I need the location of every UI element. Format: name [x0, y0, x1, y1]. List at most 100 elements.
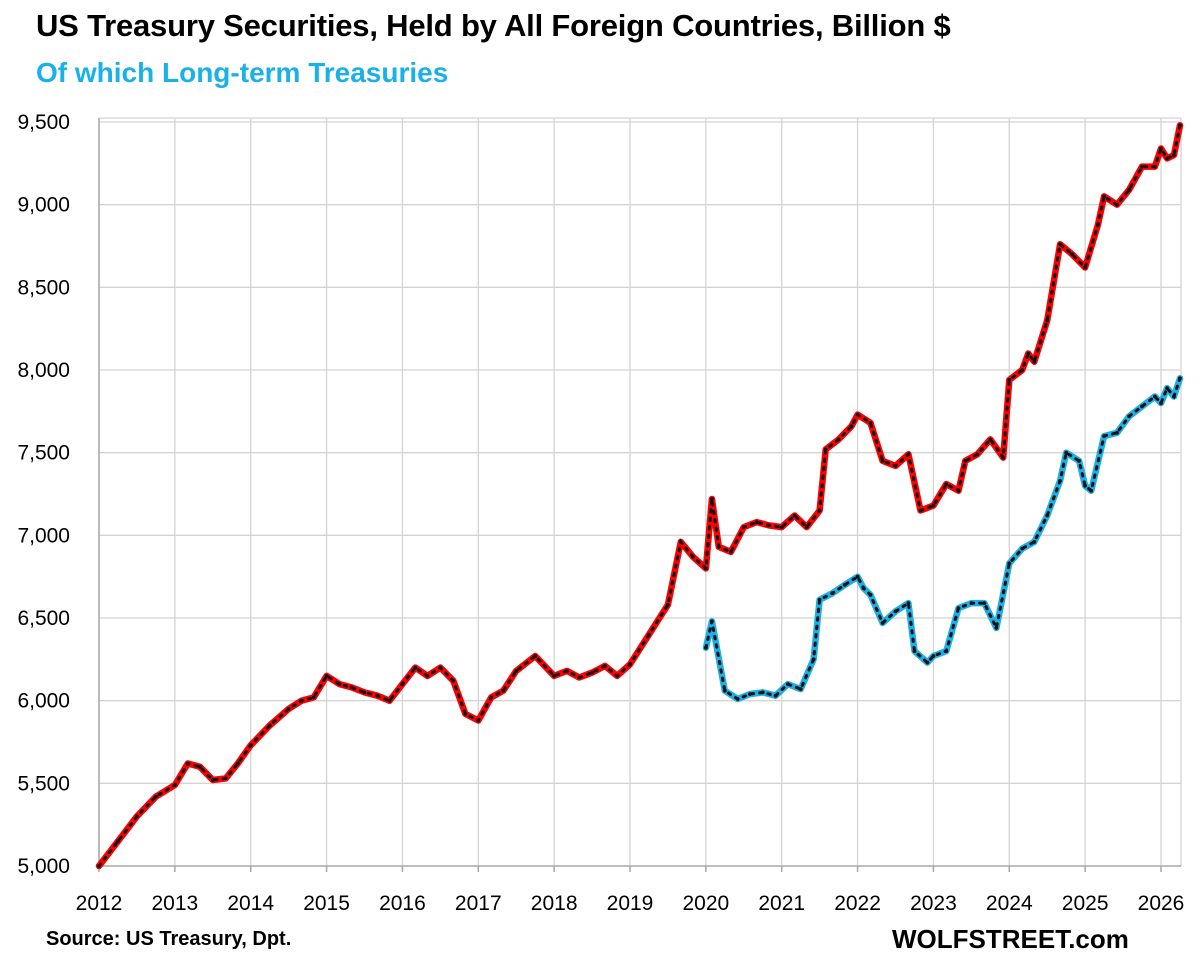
data-point [1064, 450, 1069, 455]
data-point [931, 503, 936, 508]
data-point [387, 698, 392, 703]
data-point [1153, 394, 1157, 399]
x-tick-label: 2025 [1062, 892, 1109, 915]
data-point [811, 657, 816, 662]
data-point [97, 864, 101, 868]
data-point [223, 776, 228, 781]
y-tick-label: 8,500 [17, 276, 70, 299]
x-tick-label: 2020 [682, 892, 729, 915]
data-point [1159, 146, 1163, 151]
y-tick-label: 7,000 [17, 524, 70, 547]
data-point [868, 421, 873, 425]
data-point [1026, 351, 1031, 356]
data-point [785, 682, 790, 686]
data-point [1178, 376, 1182, 381]
data-point [855, 574, 860, 579]
data-point [1127, 414, 1131, 419]
data-point [413, 665, 418, 670]
data-point [210, 778, 215, 782]
data-point [944, 482, 949, 486]
data-point [1153, 164, 1157, 169]
data-point [349, 685, 354, 690]
series-line [95, 122, 1184, 870]
data-point [1178, 123, 1182, 128]
data-point [1007, 378, 1012, 382]
chart-subtitle: Of which Long-term Treasuries [36, 57, 449, 88]
data-point [969, 601, 974, 605]
data-point [918, 508, 923, 513]
y-tick-label: 7,500 [17, 442, 70, 465]
data-point [678, 540, 683, 544]
data-point [710, 497, 714, 501]
x-tick-label: 2023 [910, 892, 957, 915]
data-point [1032, 359, 1037, 364]
data-point [1045, 513, 1050, 518]
data-point [1172, 394, 1176, 399]
data-point [729, 550, 733, 554]
y-tick-label: 5,500 [17, 772, 70, 795]
data-point [982, 601, 987, 605]
data-point [773, 693, 778, 698]
data-point [533, 654, 538, 658]
data-point [704, 645, 708, 650]
data-point [116, 839, 120, 844]
data-point [1058, 478, 1062, 483]
data-point [286, 707, 291, 711]
data-point [628, 662, 632, 667]
data-point [988, 437, 993, 442]
data-point [691, 554, 695, 559]
data-point [975, 452, 980, 457]
data-point [912, 649, 917, 653]
data-point [1058, 242, 1062, 247]
data-point [868, 593, 873, 597]
data-point [324, 674, 329, 678]
data-point [501, 688, 506, 693]
data-point [849, 424, 854, 429]
data-point [666, 602, 670, 607]
data-point [1077, 459, 1081, 463]
data-point [1140, 404, 1144, 409]
data-point [893, 609, 898, 614]
data-point [235, 761, 240, 766]
data-point [425, 674, 430, 678]
data-point [855, 412, 860, 417]
data-point [267, 723, 272, 728]
data-point [880, 459, 885, 463]
data-point [438, 665, 443, 670]
data-point [925, 660, 930, 665]
data-point [956, 488, 961, 493]
data-point [766, 523, 771, 528]
data-point [830, 591, 835, 596]
x-tick-label: 2024 [986, 892, 1033, 915]
y-axis-tick-labels: 5,000 5,500 6,000 6,500 7,000 7,500 8,000 8,500… [17, 111, 70, 878]
data-point [248, 743, 253, 748]
data-point [552, 674, 556, 678]
data-point [173, 783, 177, 787]
y-tick-label: 5,000 [17, 855, 70, 878]
series-dotted-overlay [97, 123, 1182, 868]
data-point [375, 693, 380, 698]
data-point [1083, 265, 1087, 270]
data-point [956, 606, 961, 610]
y-tick-label: 6,500 [17, 607, 70, 630]
data-point [760, 690, 765, 695]
data-point [1140, 164, 1144, 169]
data-point [1020, 368, 1025, 372]
data-point [451, 678, 456, 683]
data-point [590, 670, 594, 675]
data-point [489, 695, 494, 700]
data-point [931, 654, 936, 658]
data-point [722, 688, 727, 693]
x-axis-tick-labels: 2012 2013 2014 2015 2016 2017 2018 2019 2020 2021… [76, 892, 1185, 915]
data-point [299, 698, 304, 703]
data-point [735, 697, 740, 701]
x-tick-label: 2026 [1138, 892, 1185, 915]
data-point [311, 695, 316, 700]
data-point [741, 525, 746, 529]
data-point [704, 566, 708, 571]
data-point [1159, 401, 1163, 405]
data-point [817, 508, 822, 513]
data-point [836, 437, 841, 442]
data-point [1083, 483, 1087, 488]
data-point [565, 669, 569, 673]
